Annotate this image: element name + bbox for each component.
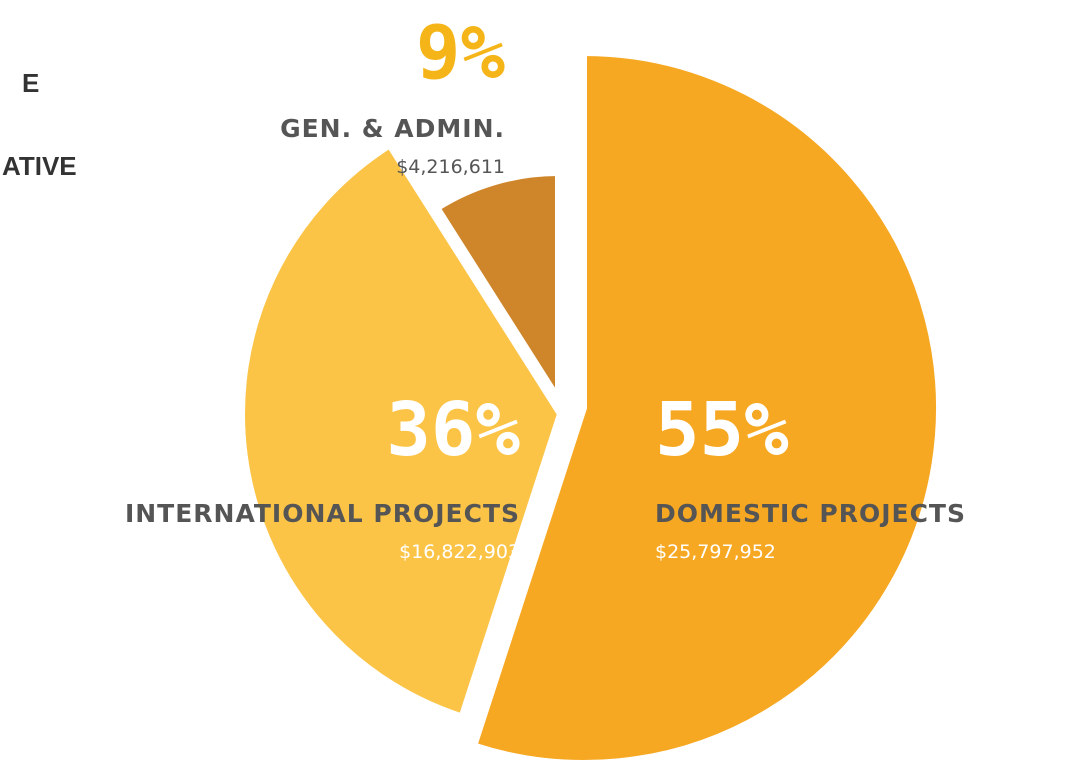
annotation: ATIVE [2, 151, 77, 181]
slice-amount: $25,797,952 [655, 541, 776, 563]
pie-slice [471, 50, 942, 766]
slice-category: DOMESTIC PROJECTS [655, 499, 966, 528]
pie-slice [239, 142, 563, 720]
slice-amount: $16,822,903 [399, 541, 520, 563]
pie-slice [434, 170, 561, 401]
slice-percent: 9% [416, 10, 506, 96]
slice-percent: 55% [655, 387, 789, 473]
slice-category: GEN. & ADMIN. [280, 114, 505, 143]
annotation: E [22, 68, 39, 98]
slice-category: INTERNATIONAL PROJECTS [125, 499, 520, 528]
slice-amount: $4,216,611 [396, 156, 505, 178]
slice-percent: 36% [386, 387, 520, 473]
